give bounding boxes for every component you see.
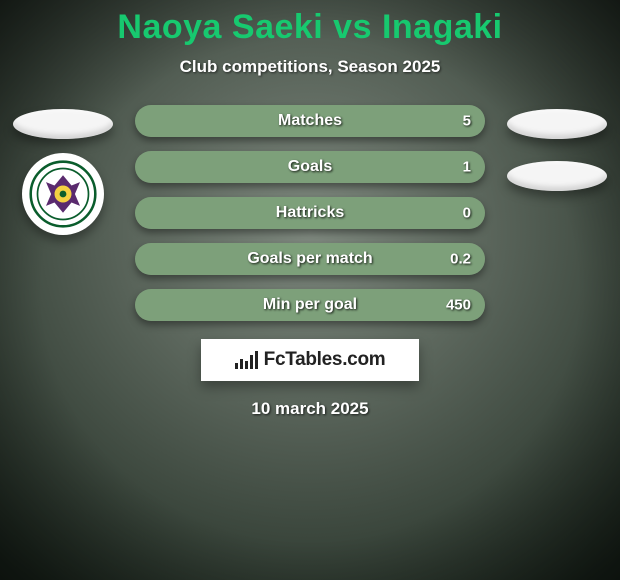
stat-label: Goals <box>288 158 332 176</box>
stat-label: Goals per match <box>247 250 372 268</box>
date-text: 10 march 2025 <box>0 399 620 419</box>
stat-value-right: 1 <box>463 159 471 176</box>
stat-label: Matches <box>278 112 342 130</box>
stat-row-matches: Matches 5 <box>135 105 485 137</box>
tokyo-verdy-crest-icon <box>29 160 97 228</box>
right-player-ellipse-2 <box>507 161 607 191</box>
comparison-row: Matches 5 Goals 1 Hattricks 0 Goals per match 0… <box>0 105 620 321</box>
stat-value-right: 5 <box>463 113 471 130</box>
page-title: Naoya Saeki vs Inagaki <box>0 0 620 47</box>
stat-row-min-per-goal: Min per goal 450 <box>135 289 485 321</box>
stat-value-right: 0.2 <box>450 251 471 268</box>
left-player-column <box>9 105 117 235</box>
right-player-column <box>503 105 611 191</box>
brand-name: FcTables.com <box>264 349 386 371</box>
stat-value-right: 450 <box>446 297 471 314</box>
stat-label: Min per goal <box>263 296 357 314</box>
stat-row-hattricks: Hattricks 0 <box>135 197 485 229</box>
left-player-ellipse <box>13 109 113 139</box>
subtitle: Club competitions, Season 2025 <box>0 57 620 77</box>
left-club-badge <box>22 153 104 235</box>
stat-label: Hattricks <box>276 204 344 222</box>
stat-row-goals-per-match: Goals per match 0.2 <box>135 243 485 275</box>
brand-box[interactable]: FcTables.com <box>201 339 419 381</box>
right-player-ellipse-1 <box>507 109 607 139</box>
bar-chart-icon <box>235 351 258 369</box>
stat-value-right: 0 <box>463 205 471 222</box>
stats-column: Matches 5 Goals 1 Hattricks 0 Goals per match 0… <box>135 105 485 321</box>
stat-row-goals: Goals 1 <box>135 151 485 183</box>
